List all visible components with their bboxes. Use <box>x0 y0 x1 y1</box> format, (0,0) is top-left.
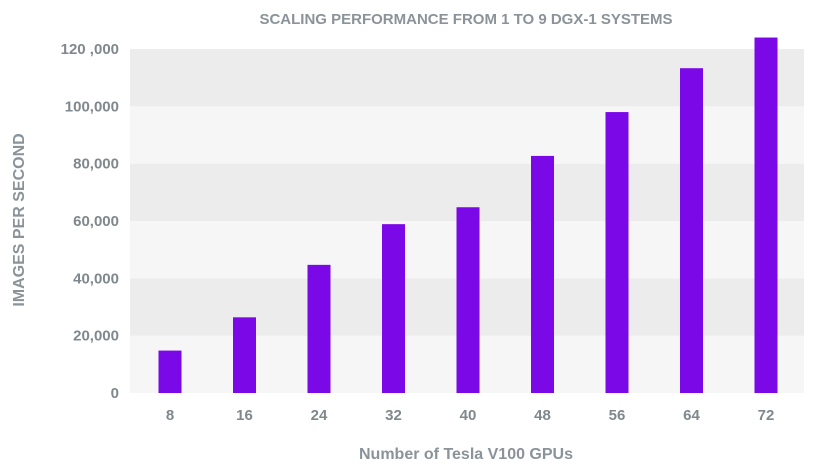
x-tick-label: 32 <box>385 407 402 424</box>
x-tick-label: 56 <box>609 407 626 424</box>
y-tick-label: 80,000 <box>73 156 119 173</box>
bar-48 <box>531 155 554 393</box>
bar-72 <box>754 37 778 394</box>
x-tick-label: 72 <box>758 407 775 424</box>
x-tick-label: 8 <box>166 407 174 424</box>
x-axis-label: Number of Tesla V100 GPUs <box>359 446 573 463</box>
y-tick-label: 40,000 <box>73 270 119 287</box>
y-tick-label: 60,000 <box>73 213 119 230</box>
bar-64 <box>680 68 703 393</box>
y-tick-label: 0 <box>111 385 119 402</box>
x-tick-label: 64 <box>683 407 700 424</box>
y-tick-labels: 0 20,000 40,000 60,000 80,000 100,000 120 ,000 <box>61 41 119 402</box>
x-tick-labels: 8 16 24 32 40 48 56 64 72 <box>166 407 775 424</box>
y-axis-label: IMAGES PER SECOND <box>11 133 28 306</box>
x-tick-label: 48 <box>534 407 551 424</box>
bar-32 <box>382 224 405 393</box>
x-tick-label: 40 <box>460 407 477 424</box>
x-tick-label: 16 <box>236 407 253 424</box>
bar-40 <box>456 207 480 393</box>
x-tick-label: 24 <box>311 407 328 424</box>
chart-title: SCALING PERFORMANCE FROM 1 TO 9 DGX-1 SY… <box>259 11 672 28</box>
bar-56 <box>605 112 629 394</box>
y-tick-label: 120 ,000 <box>61 41 119 58</box>
bar-16 <box>233 317 256 393</box>
bar-24 <box>307 264 331 393</box>
bar-8 <box>158 350 182 393</box>
bars-group <box>158 37 778 394</box>
y-tick-label: 100,000 <box>65 98 119 115</box>
y-tick-label: 20,000 <box>73 328 119 345</box>
